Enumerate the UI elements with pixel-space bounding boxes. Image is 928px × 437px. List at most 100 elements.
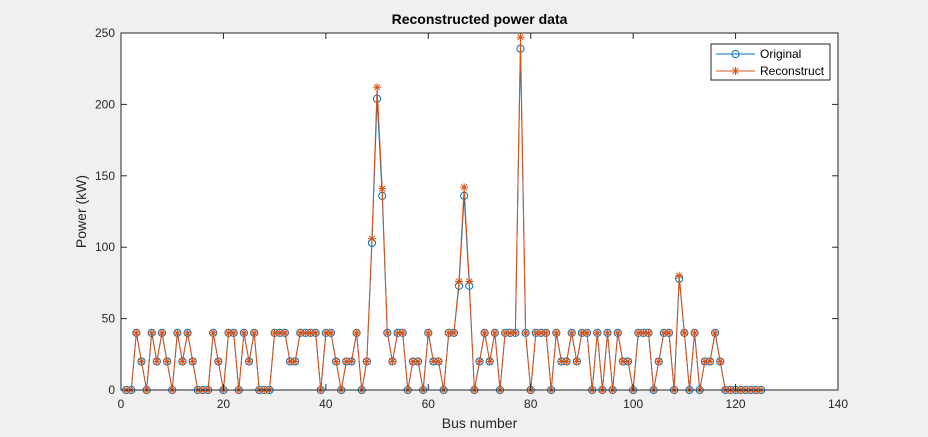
data-point (373, 83, 382, 92)
legend-box (710, 43, 831, 81)
chart-title: Reconstructed power data (392, 11, 568, 27)
axes-box (120, 32, 839, 391)
data-point (557, 357, 566, 366)
data-point (511, 328, 520, 337)
data-point (480, 328, 489, 337)
data-point (449, 328, 458, 337)
data-point (593, 328, 602, 337)
data-point (716, 357, 725, 366)
data-point (460, 183, 469, 192)
data-point (311, 328, 320, 337)
data-point (178, 357, 187, 366)
data-point (690, 328, 699, 337)
data-point (552, 328, 561, 337)
x-tick-label: 60 (422, 397, 436, 411)
plot-area (121, 33, 838, 390)
data-point (291, 357, 300, 366)
data-point (429, 357, 438, 366)
data-point (654, 357, 663, 366)
legend-marker (731, 67, 740, 75)
data-point (188, 357, 197, 366)
data-point (352, 328, 361, 337)
y-axis-label: Power (kW) (73, 175, 89, 248)
data-point (132, 328, 141, 337)
data-point (618, 357, 627, 366)
data-point (521, 328, 530, 337)
data-point (224, 328, 233, 337)
data-point (326, 328, 335, 337)
data-point (475, 357, 484, 366)
data-point (624, 357, 633, 366)
data-point (644, 328, 653, 337)
legend-label: Original (760, 47, 801, 61)
data-point (572, 357, 581, 366)
data-point (286, 357, 295, 366)
data-point (367, 234, 376, 243)
data-point (209, 328, 218, 337)
x-tick-label: 100 (623, 397, 643, 411)
x-tick-label: 0 (118, 397, 125, 411)
data-point (613, 328, 622, 337)
data-point (332, 357, 341, 366)
y-axis: 0 50 100 150 200 250 (95, 26, 838, 397)
y-tick-label: 50 (102, 312, 116, 326)
data-point (414, 357, 423, 366)
data-point (562, 357, 571, 366)
y-tick-label: 100 (95, 240, 115, 254)
x-tick-label: 140 (828, 397, 848, 411)
data-point (378, 184, 387, 193)
data-point (245, 357, 254, 366)
data-point (531, 328, 540, 337)
data-point (485, 357, 494, 366)
legend-item: Original (716, 47, 801, 61)
x-tick-label: 120 (726, 397, 746, 411)
y-tick-label: 0 (108, 383, 115, 397)
data-point (455, 277, 464, 286)
data-point (664, 328, 673, 337)
y-tick-label: 200 (95, 97, 115, 111)
x-tick-label: 40 (319, 397, 333, 411)
data-point (347, 357, 356, 366)
data-point (152, 357, 161, 366)
data-point (424, 328, 433, 337)
data-point (675, 271, 684, 280)
data-point (516, 33, 525, 42)
data-point (542, 328, 551, 337)
data-point (137, 357, 146, 366)
data-point (383, 328, 392, 337)
data-point (711, 328, 720, 337)
data-point (506, 328, 515, 337)
data-point (250, 328, 259, 337)
legend-label: Reconstruct (760, 64, 825, 78)
data-point (214, 357, 223, 366)
data-point (280, 328, 289, 337)
y-tick-label: 250 (95, 26, 115, 40)
data-point (583, 328, 592, 337)
data-point (229, 328, 238, 337)
data-point (490, 328, 499, 337)
data-point (393, 328, 402, 337)
x-tick-label: 20 (217, 397, 231, 411)
data-point (342, 357, 351, 366)
data-point (183, 328, 192, 337)
data-point (567, 328, 576, 337)
data-point (434, 357, 443, 366)
data-point (147, 328, 156, 337)
data-point (362, 357, 371, 366)
data-point (388, 357, 397, 366)
legend-marker (731, 49, 740, 59)
data-point (603, 328, 612, 337)
data-point (680, 328, 689, 337)
data-point (705, 357, 714, 366)
y-tick-label: 150 (95, 169, 115, 183)
data-point (398, 328, 407, 337)
data-point (163, 357, 172, 366)
data-point (634, 328, 643, 337)
x-tick-label: 80 (524, 397, 538, 411)
data-point (157, 328, 166, 337)
legend-item: Reconstruct (716, 64, 825, 78)
data-point (639, 328, 648, 337)
data-point (444, 328, 453, 337)
